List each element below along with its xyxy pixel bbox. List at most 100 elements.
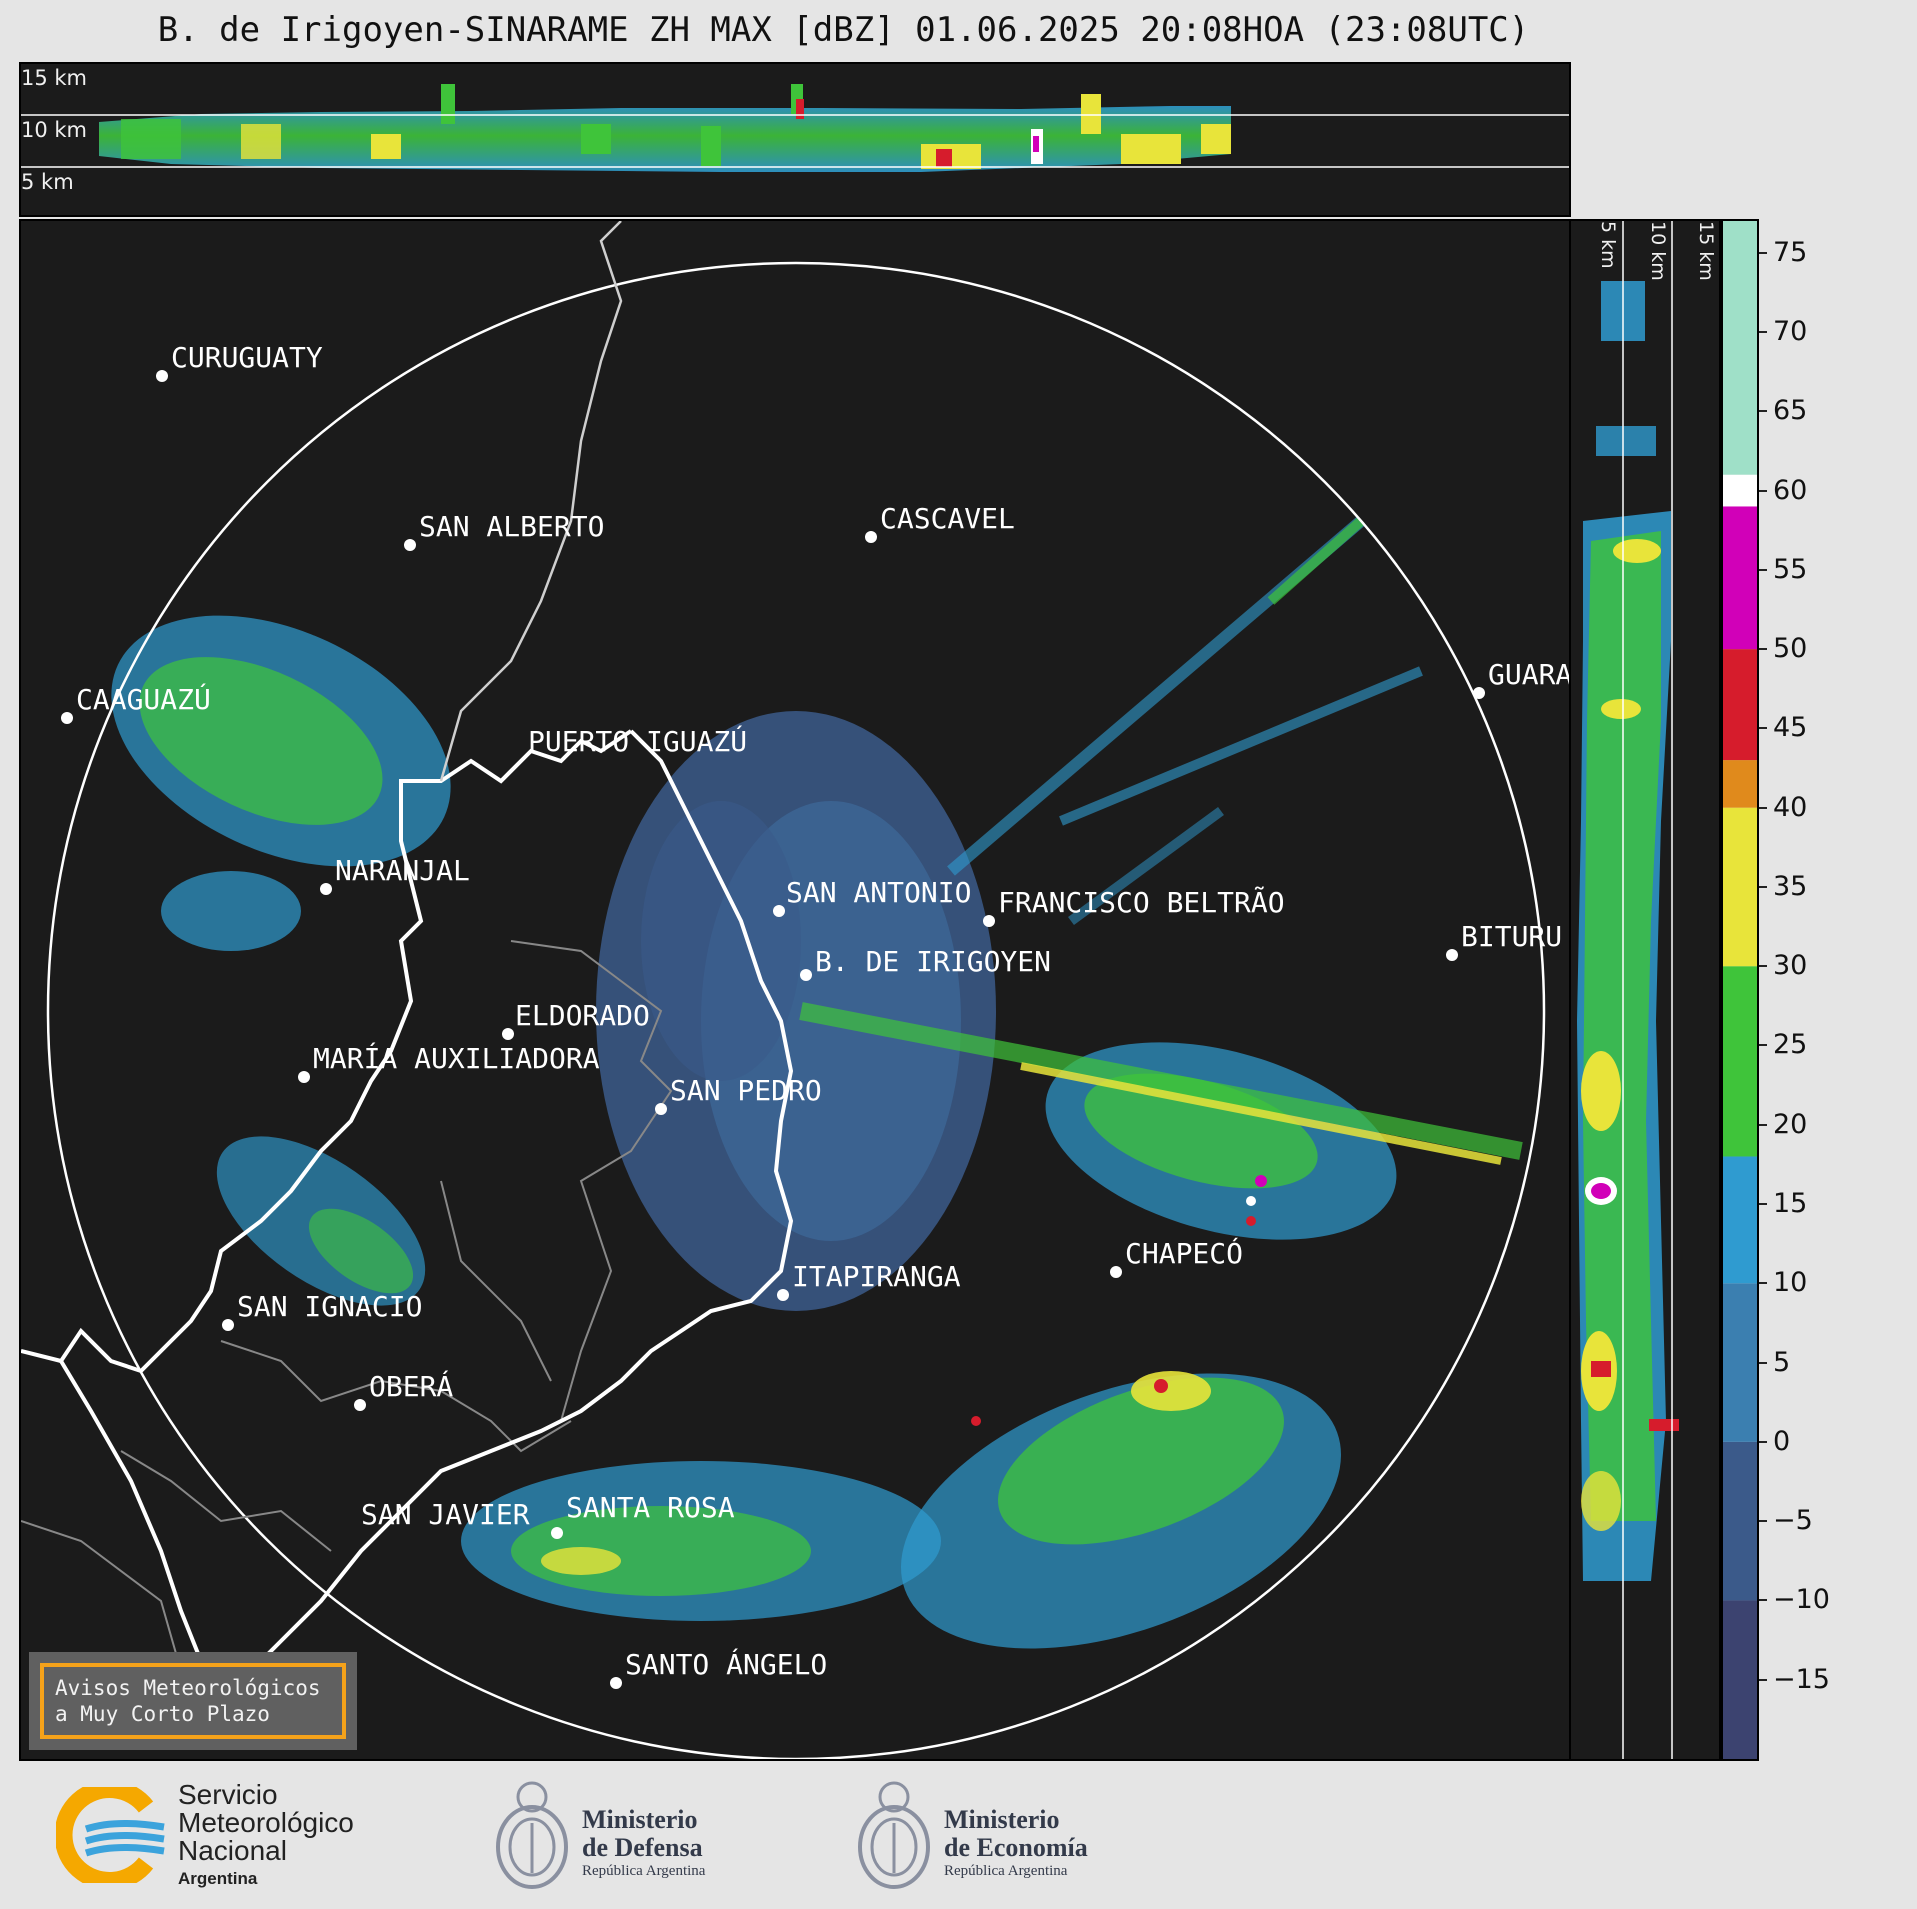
colorbar-tick-label: 20 bbox=[1773, 1108, 1808, 1140]
city-marker-francisco-beltrao bbox=[983, 915, 995, 927]
smn-line-4: Argentina bbox=[178, 1869, 258, 1888]
city-label-cascavel: CASCAVEL bbox=[880, 502, 1015, 535]
top-echo-cells bbox=[121, 84, 1231, 169]
city-label-san-ignacio: SAN IGNACIO bbox=[237, 1290, 422, 1323]
colorbar-tick-mark bbox=[1759, 1678, 1767, 1681]
city-label-itapiranga: ITAPIRANGA bbox=[792, 1260, 961, 1293]
colorbar-tick-mark bbox=[1759, 885, 1767, 888]
city-label-san-pedro: SAN PEDRO bbox=[670, 1074, 822, 1107]
notice-frame: Avisos Meteorológicos a Muy Corto Plazo bbox=[40, 1663, 346, 1739]
side-alt-label-10: 10 km bbox=[1647, 221, 1669, 281]
notice-line-1: Avisos Meteorológicos bbox=[55, 1676, 321, 1700]
colorbar-tick-label: 75 bbox=[1773, 236, 1808, 268]
colorbar-band bbox=[1723, 221, 1757, 475]
colorbar-band bbox=[1723, 1600, 1757, 1759]
city-marker-naranjal bbox=[320, 883, 332, 895]
colorbar-tick-label: 70 bbox=[1773, 315, 1808, 347]
city-marker-san-alberto bbox=[404, 539, 416, 551]
city-label-b-de-irigoyen: B. DE IRIGOYEN bbox=[815, 945, 1051, 978]
colorbar-tick-mark bbox=[1759, 330, 1767, 333]
dbz-colorbar-bands bbox=[1723, 221, 1757, 1759]
colorbar-tick-label: 30 bbox=[1773, 950, 1808, 982]
colorbar-tick-label: 60 bbox=[1773, 474, 1808, 506]
colorbar-tick-label: 50 bbox=[1773, 633, 1808, 665]
colorbar-tick-mark bbox=[1759, 1361, 1767, 1364]
dbz-colorbar-ticks: 75 70 65 60 55 50 45 40 35 30 25 20 15 10 5 0 −5 −10 −15 bbox=[1759, 219, 1879, 1761]
defensa-line-3: República Argentina bbox=[582, 1863, 706, 1879]
map-title: B. de Irigoyen-SINARAME ZH MAX [dBZ] 01.… bbox=[157, 10, 1530, 50]
country-borders bbox=[21, 729, 794, 1693]
colorbar-tick-label: 25 bbox=[1773, 1029, 1808, 1061]
city-marker-san-antonio bbox=[773, 905, 785, 917]
city-marker-maria-auxiliadora bbox=[298, 1071, 310, 1083]
radar-echoes bbox=[111, 516, 1523, 1649]
colorbar-tick-label: −15 bbox=[1773, 1663, 1830, 1695]
city-label-chapeco: CHAPECÓ bbox=[1125, 1236, 1243, 1270]
city-label-curuguaty: CURUGUATY bbox=[171, 341, 323, 374]
notice-line-2: a Muy Corto Plazo bbox=[55, 1702, 270, 1726]
colorbar-tick-mark bbox=[1759, 489, 1767, 492]
defensa-seal-icon bbox=[496, 1781, 568, 1889]
city-label-maria-auxiliadora: MARÍA AUXILIADORA bbox=[313, 1041, 600, 1075]
side-cross-section-panel: 5 km 10 km 15 km bbox=[1571, 219, 1721, 1761]
city-marker-cascavel bbox=[865, 531, 877, 543]
colorbar-tick-mark bbox=[1759, 410, 1767, 413]
side-echo-band bbox=[1577, 281, 1679, 1581]
colorbar-tick-label: 15 bbox=[1773, 1188, 1808, 1220]
colorbar-tick-label: 55 bbox=[1773, 553, 1808, 585]
colorbar-tick-label: 45 bbox=[1773, 712, 1808, 744]
colorbar-band bbox=[1723, 1283, 1757, 1442]
city-marker-eldorado bbox=[502, 1028, 514, 1040]
economia-seal bbox=[856, 1775, 932, 1899]
city-label-bituru: BITURU bbox=[1461, 920, 1562, 953]
smn-line-3: Nacional bbox=[178, 1835, 287, 1866]
top-alt-label-10: 10 km bbox=[21, 118, 88, 142]
city-label-caaguazu: CAAGUAZÚ bbox=[76, 682, 211, 716]
side-cross-section-plot bbox=[1577, 221, 1679, 1759]
dbz-colorbar bbox=[1721, 219, 1759, 1761]
city-label-francisco-beltrao: FRANCISCO BELTRÃO bbox=[998, 886, 1285, 919]
city-marker-chapeco bbox=[1110, 1266, 1122, 1278]
city-marker-san-ignacio bbox=[222, 1319, 234, 1331]
smn-logo-icon bbox=[54, 1780, 165, 1890]
colorbar-tick-mark bbox=[1759, 251, 1767, 254]
colorbar-band bbox=[1723, 649, 1757, 761]
colorbar-tick-label: 10 bbox=[1773, 1267, 1808, 1299]
side-alt-label-5: 5 km bbox=[1597, 221, 1619, 269]
colorbar-tick-mark bbox=[1759, 1203, 1767, 1206]
city-marker-bituru bbox=[1446, 949, 1458, 961]
city-labels: CURUGUATY SAN ALBERTO CASCAVEL CAAGUAZÚ … bbox=[76, 341, 1571, 1681]
radar-map: CURUGUATY SAN ALBERTO CASCAVEL CAAGUAZÚ … bbox=[21, 221, 1571, 1759]
city-marker-obera bbox=[354, 1399, 366, 1411]
side-alt-label-15: 15 km bbox=[1695, 221, 1717, 281]
defensa-line-1: Ministerio bbox=[582, 1805, 698, 1834]
smn-line-1: Servicio bbox=[178, 1779, 278, 1810]
city-marker-san-pedro bbox=[655, 1103, 667, 1115]
colorbar-tick-mark bbox=[1759, 1440, 1767, 1443]
city-marker-caaguazu bbox=[61, 712, 73, 724]
colorbar-tick-mark bbox=[1759, 1282, 1767, 1285]
economia-line-1: Ministerio bbox=[944, 1805, 1060, 1834]
colorbar-band bbox=[1723, 1441, 1757, 1601]
colorbar-band bbox=[1723, 506, 1757, 650]
smn-line-2: Meteorológico bbox=[178, 1807, 354, 1838]
city-label-santo-angelo: SANTO ÁNGELO bbox=[625, 1647, 827, 1681]
colorbar-tick-label: −10 bbox=[1773, 1584, 1830, 1616]
colorbar-tick-label: 0 bbox=[1773, 1425, 1791, 1457]
defensa-seal bbox=[494, 1775, 570, 1899]
city-marker-b-de-irigoyen bbox=[800, 969, 812, 981]
city-markers bbox=[61, 370, 1485, 1689]
colorbar-tick-label: −5 bbox=[1773, 1505, 1813, 1537]
colorbar-tick-mark bbox=[1759, 648, 1767, 651]
city-label-guara: GUARA bbox=[1488, 658, 1571, 691]
city-label-santa-rosa: SANTA ROSA bbox=[566, 1491, 735, 1524]
province-borders bbox=[21, 940, 673, 1672]
colorbar-band bbox=[1723, 1156, 1757, 1284]
city-marker-itapiranga bbox=[777, 1289, 789, 1301]
top-cross-section-plot bbox=[21, 84, 1569, 172]
notice-box: Avisos Meteorológicos a Muy Corto Plazo bbox=[29, 1652, 357, 1750]
city-label-san-javier: SAN JAVIER bbox=[361, 1498, 530, 1531]
colorbar-band bbox=[1723, 474, 1757, 507]
river-line bbox=[439, 221, 623, 782]
colorbar-tick-mark bbox=[1759, 1520, 1767, 1523]
